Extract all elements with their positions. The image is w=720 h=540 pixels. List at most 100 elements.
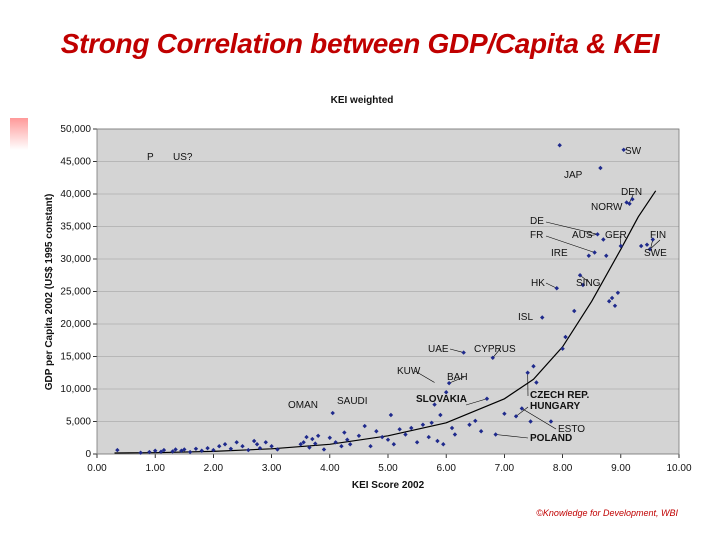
data-point — [246, 447, 251, 453]
point-annotations: SW JAP DEN NORW DE FR AUS GER FIN IRE SWE HK SING ISL… — [147, 146, 667, 444]
x-tick-label: 9.00 — [611, 463, 631, 474]
point-label: SLOVAKIA — [416, 394, 467, 405]
data-point — [173, 447, 178, 452]
data-point — [490, 355, 495, 360]
y-tick-label: 15,000 — [60, 352, 91, 363]
data-point — [502, 411, 507, 416]
data-point — [379, 434, 385, 440]
data-point — [339, 444, 344, 449]
data-point — [478, 429, 484, 434]
data-point — [153, 448, 158, 453]
data-point — [534, 380, 539, 385]
leader-line — [414, 370, 435, 383]
data-point — [187, 449, 193, 455]
slide-accent-bar — [10, 118, 28, 150]
x-tick-label: 5.00 — [378, 463, 398, 474]
data-point — [228, 446, 234, 451]
point-label: SAUDI — [337, 396, 368, 407]
data-point — [345, 437, 350, 442]
y-tick-label: 0 — [85, 449, 91, 460]
data-point — [519, 406, 525, 411]
data-point — [612, 303, 618, 308]
point-label: UAE — [428, 344, 449, 355]
data-point — [217, 444, 222, 449]
data-point — [426, 434, 431, 440]
data-point — [432, 402, 437, 407]
data-point — [170, 449, 175, 454]
point-label: NORW — [591, 202, 623, 213]
data-point — [444, 390, 449, 395]
leader-line — [579, 275, 591, 284]
data-point — [161, 447, 167, 453]
data-point — [269, 444, 274, 449]
data-point — [333, 440, 338, 445]
x-tick-label: 7.00 — [495, 463, 515, 474]
data-point — [356, 433, 362, 438]
point-label: ESTO — [558, 424, 585, 435]
data-point — [572, 308, 577, 314]
leader-line — [545, 282, 557, 289]
leader-line — [492, 348, 501, 358]
data-point — [630, 197, 635, 202]
leader-line — [515, 406, 529, 417]
data-point — [484, 396, 490, 401]
leader-line — [465, 398, 488, 406]
data-point — [182, 447, 187, 452]
data-point — [461, 350, 466, 355]
data-point — [531, 364, 536, 369]
data-point — [650, 237, 656, 242]
data-point — [647, 247, 653, 252]
point-label: CZECH REP. — [530, 390, 589, 401]
data-point — [627, 201, 632, 206]
data-point — [554, 286, 559, 291]
data-point — [438, 412, 443, 418]
data-point — [138, 450, 143, 455]
y-tick-label: 50,000 — [60, 124, 91, 135]
x-tick-label: 0.00 — [87, 463, 107, 474]
data-point — [368, 444, 373, 449]
data-point — [473, 418, 478, 424]
label-leader-lines — [414, 149, 661, 439]
data-point — [321, 447, 327, 452]
x-tick-label: 3.00 — [262, 463, 282, 474]
data-point — [644, 242, 650, 247]
data-point — [374, 429, 379, 434]
point-label: DE — [530, 216, 544, 227]
data-point — [315, 433, 321, 438]
plot-border — [96, 128, 680, 455]
data-point — [435, 438, 440, 444]
leader-line — [545, 235, 595, 253]
data-point — [557, 143, 562, 148]
point-label: SW — [625, 146, 642, 157]
data-point — [147, 449, 152, 455]
trend-line — [114, 190, 657, 454]
data-point — [158, 449, 164, 454]
data-point — [211, 447, 216, 453]
data-point — [414, 440, 420, 445]
data-point — [609, 295, 615, 301]
y-tick-label: 40,000 — [60, 189, 91, 200]
point-label: OMAN — [288, 400, 318, 411]
data-point — [638, 243, 644, 249]
data-point — [298, 442, 303, 447]
point-label: BAH — [447, 372, 468, 383]
data-point — [254, 442, 260, 447]
point-label: HK — [531, 278, 545, 289]
data-point — [409, 425, 414, 431]
credit-text: ©Knowledge for Development, WBI — [536, 508, 678, 518]
data-point — [234, 440, 239, 445]
data-point — [263, 440, 268, 445]
data-point — [604, 253, 609, 258]
point-label: KUW — [397, 366, 421, 377]
data-point — [528, 419, 533, 424]
data-point — [115, 447, 120, 453]
data-point — [595, 232, 600, 237]
data-point — [385, 437, 391, 442]
y-tick-label: 10,000 — [60, 384, 91, 395]
point-label: IRE — [551, 248, 568, 259]
point-label: US? — [173, 152, 193, 163]
point-label: AUS — [572, 230, 593, 241]
data-point — [601, 237, 606, 242]
point-label: HUNGARY — [530, 401, 581, 412]
data-point — [330, 410, 335, 416]
